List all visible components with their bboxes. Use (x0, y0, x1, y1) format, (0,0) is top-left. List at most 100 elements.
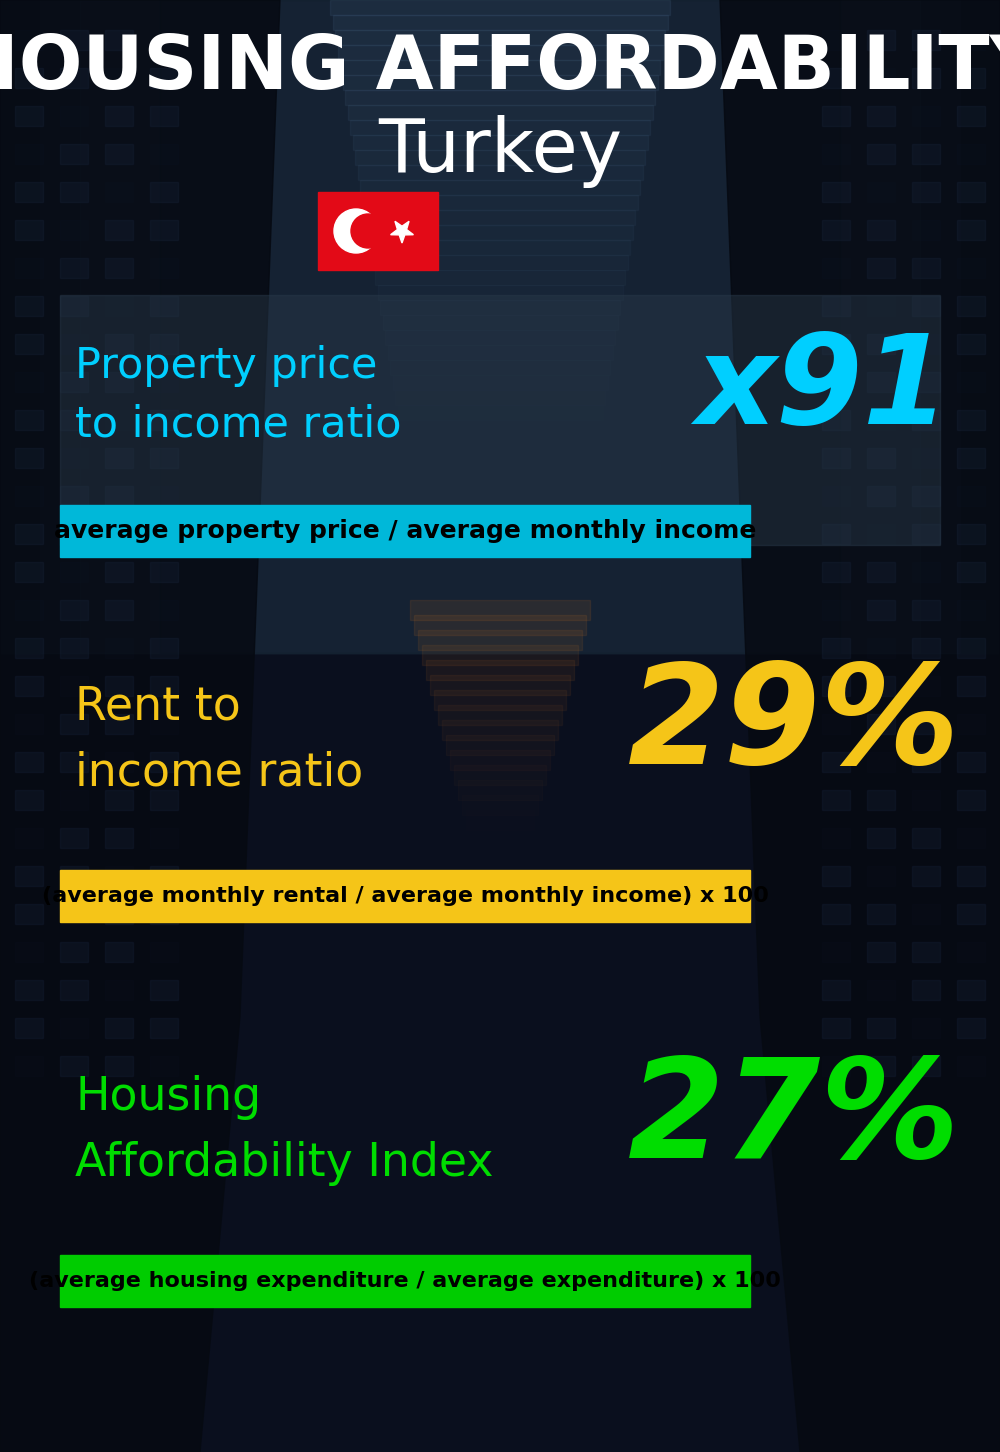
Bar (15, 677, 43, 696)
Bar (912, 637, 940, 658)
Bar (105, 600, 133, 620)
Bar (912, 865, 940, 886)
Bar (822, 30, 850, 49)
Bar (15, 296, 43, 317)
Bar (912, 486, 940, 505)
Bar (454, 765, 546, 786)
Bar (60, 865, 88, 886)
Bar (15, 714, 43, 735)
Bar (912, 334, 940, 354)
Bar (160, 0, 840, 653)
Bar (957, 258, 985, 277)
Bar (60, 449, 88, 468)
Bar (957, 600, 985, 620)
Bar (957, 449, 985, 468)
Bar (150, 1018, 178, 1038)
Bar (60, 1018, 88, 1038)
Bar (822, 449, 850, 468)
Bar (15, 790, 43, 810)
Bar (15, 372, 43, 392)
Bar (957, 182, 985, 202)
Bar (60, 637, 88, 658)
Bar (442, 720, 558, 741)
Bar (400, 420, 600, 436)
Bar (912, 296, 940, 317)
Bar (822, 905, 850, 923)
Bar (867, 714, 895, 735)
Bar (150, 449, 178, 468)
Bar (15, 637, 43, 658)
Text: Property price
to income ratio: Property price to income ratio (75, 344, 402, 446)
Text: Rent to
income ratio: Rent to income ratio (75, 684, 363, 796)
Bar (150, 524, 178, 544)
Bar (60, 1255, 750, 1307)
Bar (15, 942, 43, 963)
Bar (867, 865, 895, 886)
Bar (348, 105, 653, 121)
Bar (15, 905, 43, 923)
Bar (150, 1056, 178, 1076)
Bar (60, 714, 88, 735)
Bar (434, 690, 566, 710)
Bar (150, 486, 178, 505)
Bar (912, 677, 940, 696)
Bar (822, 334, 850, 354)
Bar (60, 1056, 88, 1076)
Bar (403, 436, 598, 450)
Bar (912, 828, 940, 848)
Text: average property price / average monthly income: average property price / average monthly… (54, 518, 756, 543)
Bar (15, 524, 43, 544)
Bar (60, 30, 88, 49)
Bar (867, 486, 895, 505)
Bar (105, 942, 133, 963)
Bar (912, 106, 940, 126)
Bar (60, 790, 88, 810)
Bar (15, 30, 43, 49)
Bar (363, 195, 638, 211)
Bar (912, 449, 940, 468)
Bar (60, 258, 88, 277)
Bar (105, 334, 133, 354)
Bar (60, 505, 750, 558)
Bar (867, 637, 895, 658)
Bar (345, 90, 655, 105)
Bar (867, 182, 895, 202)
Circle shape (351, 213, 385, 248)
Bar (912, 790, 940, 810)
Bar (150, 828, 178, 848)
Bar (15, 980, 43, 1000)
Bar (912, 752, 940, 772)
Bar (462, 796, 538, 815)
Bar (105, 677, 133, 696)
Bar (150, 600, 178, 620)
Bar (40, 0, 960, 653)
Bar (957, 714, 985, 735)
Bar (105, 486, 133, 505)
Bar (867, 980, 895, 1000)
Bar (150, 752, 178, 772)
Bar (822, 790, 850, 810)
Bar (822, 409, 850, 430)
Bar (867, 296, 895, 317)
Bar (368, 225, 633, 240)
Bar (957, 905, 985, 923)
Bar (60, 905, 88, 923)
Bar (957, 221, 985, 240)
Bar (822, 600, 850, 620)
Bar (822, 637, 850, 658)
Bar (105, 524, 133, 544)
Bar (150, 677, 178, 696)
Bar (60, 295, 940, 544)
Bar (60, 409, 88, 430)
Bar (822, 1056, 850, 1076)
Bar (957, 790, 985, 810)
Bar (466, 810, 534, 831)
Bar (373, 256, 628, 270)
Text: 29%: 29% (628, 658, 960, 793)
Bar (150, 258, 178, 277)
Bar (912, 409, 940, 430)
Bar (15, 334, 43, 354)
Bar (822, 752, 850, 772)
Bar (957, 68, 985, 89)
Bar (867, 677, 895, 696)
